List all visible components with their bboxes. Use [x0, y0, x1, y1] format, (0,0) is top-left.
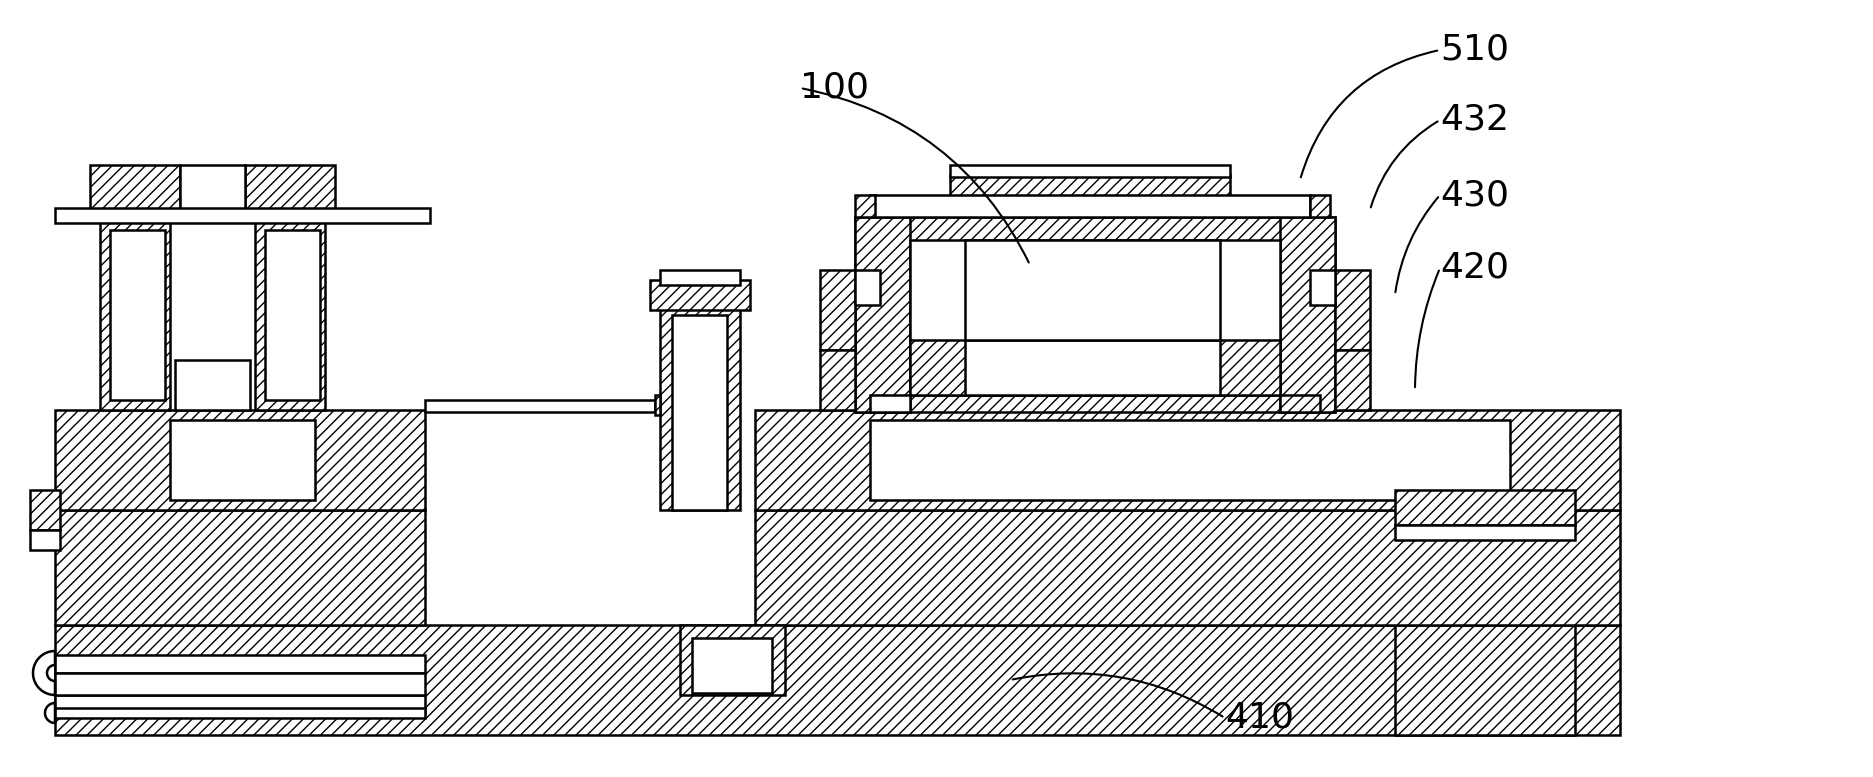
Bar: [1335, 350, 1369, 410]
Text: 430: 430: [1440, 178, 1510, 212]
Bar: [54, 625, 1620, 735]
Text: 432: 432: [1440, 103, 1510, 137]
Bar: [54, 695, 425, 713]
Bar: [170, 420, 315, 500]
Bar: [180, 165, 245, 215]
Text: 100: 100: [800, 71, 869, 105]
Bar: [869, 420, 1510, 500]
Bar: [1395, 525, 1575, 540]
Bar: [1335, 270, 1369, 350]
Bar: [950, 165, 1231, 177]
Bar: [54, 208, 431, 223]
Bar: [425, 400, 656, 412]
Bar: [755, 410, 1620, 510]
Bar: [54, 510, 425, 625]
Bar: [245, 165, 335, 215]
Bar: [656, 395, 659, 415]
Bar: [691, 638, 772, 693]
Bar: [1279, 395, 1320, 412]
Bar: [54, 655, 425, 673]
Polygon shape: [45, 703, 54, 723]
Bar: [1309, 195, 1330, 217]
Polygon shape: [34, 651, 54, 695]
Bar: [90, 165, 180, 215]
Bar: [869, 395, 910, 412]
Bar: [672, 315, 727, 510]
Text: 420: 420: [1440, 251, 1510, 285]
Bar: [854, 217, 1335, 412]
Bar: [854, 195, 875, 217]
Text: 410: 410: [1225, 701, 1294, 735]
Bar: [54, 410, 425, 510]
Bar: [820, 350, 854, 410]
Bar: [965, 240, 1219, 340]
Bar: [854, 270, 880, 305]
Bar: [650, 280, 749, 310]
Bar: [264, 230, 320, 400]
Bar: [174, 360, 249, 410]
Bar: [54, 708, 425, 718]
Bar: [30, 490, 60, 530]
Bar: [255, 210, 326, 410]
Bar: [1309, 270, 1335, 305]
Bar: [910, 240, 1279, 395]
Bar: [1279, 217, 1335, 412]
Bar: [680, 625, 785, 695]
Bar: [820, 270, 854, 350]
Bar: [854, 217, 910, 412]
Bar: [99, 210, 170, 410]
Bar: [755, 510, 1620, 625]
Bar: [869, 195, 1309, 217]
Bar: [659, 270, 740, 285]
Bar: [1395, 490, 1575, 525]
Bar: [111, 230, 165, 400]
Text: 510: 510: [1440, 33, 1510, 67]
Bar: [950, 175, 1231, 203]
Bar: [659, 305, 740, 510]
Bar: [910, 340, 1279, 395]
Bar: [1395, 625, 1575, 735]
Bar: [30, 530, 60, 550]
Bar: [965, 340, 1219, 395]
Bar: [54, 673, 425, 695]
